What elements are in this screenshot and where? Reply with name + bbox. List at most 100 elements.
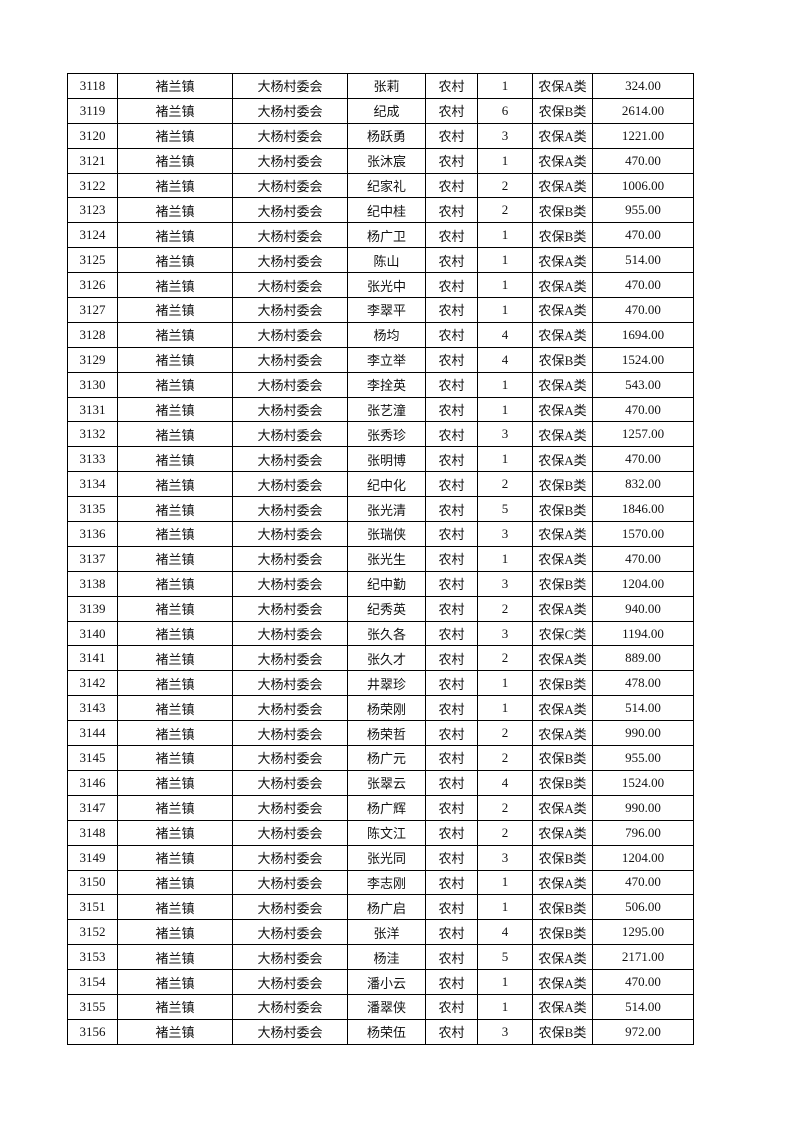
table-row: 3152 褚兰镇 大杨村委会 张洋 农村 4 农保B类 1295.00 bbox=[67, 919, 694, 946]
name-cell: 杨均 bbox=[347, 321, 426, 348]
village-cell: 大杨村委会 bbox=[232, 97, 348, 124]
name-cell: 张洋 bbox=[347, 919, 426, 946]
town-cell: 褚兰镇 bbox=[117, 993, 233, 1020]
household-type-cell: 农村 bbox=[425, 1018, 478, 1045]
category-cell: 农保B类 bbox=[532, 222, 593, 249]
village-cell: 大杨村委会 bbox=[232, 595, 348, 622]
category-cell: 农保A类 bbox=[532, 993, 593, 1020]
table-row: 3134 褚兰镇 大杨村委会 纪中化 农村 2 农保B类 832.00 bbox=[67, 471, 694, 498]
household-type-cell: 农村 bbox=[425, 819, 478, 846]
table-row: 3118 褚兰镇 大杨村委会 张莉 农村 1 农保A类 324.00 bbox=[67, 73, 694, 99]
village-cell: 大杨村委会 bbox=[232, 297, 348, 323]
town-cell: 褚兰镇 bbox=[117, 371, 233, 398]
village-cell: 大杨村委会 bbox=[232, 745, 348, 771]
household-type-cell: 农村 bbox=[425, 869, 478, 896]
category-cell: 农保B类 bbox=[532, 745, 593, 771]
table-row: 3121 褚兰镇 大杨村委会 张沐宸 农村 1 农保A类 470.00 bbox=[67, 147, 694, 174]
name-cell: 张光中 bbox=[347, 272, 426, 299]
amount-cell: 324.00 bbox=[592, 73, 694, 99]
table-row: 3120 褚兰镇 大杨村委会 杨跃勇 农村 3 农保A类 1221.00 bbox=[67, 122, 694, 149]
name-cell: 张久才 bbox=[347, 645, 426, 672]
household-type-cell: 农村 bbox=[425, 421, 478, 448]
village-cell: 大杨村委会 bbox=[232, 720, 348, 747]
town-cell: 褚兰镇 bbox=[117, 670, 233, 697]
village-cell: 大杨村委会 bbox=[232, 1018, 348, 1045]
household-type-cell: 农村 bbox=[425, 969, 478, 995]
member-count-cell: 3 bbox=[477, 122, 533, 149]
town-cell: 褚兰镇 bbox=[117, 97, 233, 124]
village-cell: 大杨村委会 bbox=[232, 869, 348, 896]
table-row: 3123 褚兰镇 大杨村委会 纪中桂 农村 2 农保B类 955.00 bbox=[67, 197, 694, 224]
name-cell: 陈文江 bbox=[347, 819, 426, 846]
category-cell: 农保B类 bbox=[532, 197, 593, 224]
row-number-cell: 3154 bbox=[67, 969, 118, 995]
member-count-cell: 1 bbox=[477, 545, 533, 572]
table-row: 3144 褚兰镇 大杨村委会 杨荣哲 农村 2 农保A类 990.00 bbox=[67, 720, 694, 747]
name-cell: 杨广启 bbox=[347, 894, 426, 921]
table-row: 3119 褚兰镇 大杨村委会 纪成 农村 6 农保B类 2614.00 bbox=[67, 97, 694, 124]
member-count-cell: 1 bbox=[477, 222, 533, 249]
table-row: 3140 褚兰镇 大杨村委会 张久各 农村 3 农保C类 1194.00 bbox=[67, 620, 694, 647]
member-count-cell: 1 bbox=[477, 869, 533, 896]
town-cell: 褚兰镇 bbox=[117, 471, 233, 498]
table-row: 3143 褚兰镇 大杨村委会 杨荣刚 农村 1 农保A类 514.00 bbox=[67, 695, 694, 722]
town-cell: 褚兰镇 bbox=[117, 545, 233, 572]
amount-cell: 470.00 bbox=[592, 222, 694, 249]
amount-cell: 470.00 bbox=[592, 545, 694, 572]
category-cell: 农保A类 bbox=[532, 172, 593, 199]
amount-cell: 1524.00 bbox=[592, 769, 694, 796]
household-type-cell: 农村 bbox=[425, 769, 478, 796]
member-count-cell: 3 bbox=[477, 1018, 533, 1045]
name-cell: 纪秀英 bbox=[347, 595, 426, 622]
town-cell: 褚兰镇 bbox=[117, 272, 233, 299]
row-number-cell: 3134 bbox=[67, 471, 118, 498]
member-count-cell: 1 bbox=[477, 969, 533, 995]
table-row: 3137 褚兰镇 大杨村委会 张光生 农村 1 农保A类 470.00 bbox=[67, 545, 694, 572]
household-type-cell: 农村 bbox=[425, 122, 478, 149]
name-cell: 张瑞侠 bbox=[347, 521, 426, 547]
row-number-cell: 3135 bbox=[67, 496, 118, 523]
household-type-cell: 农村 bbox=[425, 471, 478, 498]
name-cell: 张光清 bbox=[347, 496, 426, 523]
amount-cell: 470.00 bbox=[592, 969, 694, 995]
amount-cell: 470.00 bbox=[592, 396, 694, 423]
row-number-cell: 3126 bbox=[67, 272, 118, 299]
village-cell: 大杨村委会 bbox=[232, 147, 348, 174]
name-cell: 李立举 bbox=[347, 346, 426, 373]
village-cell: 大杨村委会 bbox=[232, 620, 348, 647]
table-row: 3126 褚兰镇 大杨村委会 张光中 农村 1 农保A类 470.00 bbox=[67, 272, 694, 299]
row-number-cell: 3140 bbox=[67, 620, 118, 647]
village-cell: 大杨村委会 bbox=[232, 944, 348, 971]
amount-cell: 955.00 bbox=[592, 197, 694, 224]
village-cell: 大杨村委会 bbox=[232, 545, 348, 572]
household-type-cell: 农村 bbox=[425, 720, 478, 747]
household-type-cell: 农村 bbox=[425, 919, 478, 946]
row-number-cell: 3119 bbox=[67, 97, 118, 124]
village-cell: 大杨村委会 bbox=[232, 844, 348, 871]
row-number-cell: 3150 bbox=[67, 869, 118, 896]
household-type-cell: 农村 bbox=[425, 521, 478, 547]
household-type-cell: 农村 bbox=[425, 346, 478, 373]
table-row: 3122 褚兰镇 大杨村委会 纪家礼 农村 2 农保A类 1006.00 bbox=[67, 172, 694, 199]
household-type-cell: 农村 bbox=[425, 844, 478, 871]
name-cell: 杨广卫 bbox=[347, 222, 426, 249]
category-cell: 农保B类 bbox=[532, 471, 593, 498]
household-type-cell: 农村 bbox=[425, 645, 478, 672]
table-row: 3148 褚兰镇 大杨村委会 陈文江 农村 2 农保A类 796.00 bbox=[67, 819, 694, 846]
village-cell: 大杨村委会 bbox=[232, 421, 348, 448]
row-number-cell: 3136 bbox=[67, 521, 118, 547]
amount-cell: 1221.00 bbox=[592, 122, 694, 149]
member-count-cell: 2 bbox=[477, 645, 533, 672]
name-cell: 张明博 bbox=[347, 446, 426, 473]
category-cell: 农保A类 bbox=[532, 545, 593, 572]
town-cell: 褚兰镇 bbox=[117, 222, 233, 249]
village-cell: 大杨村委会 bbox=[232, 794, 348, 821]
member-count-cell: 1 bbox=[477, 73, 533, 99]
row-number-cell: 3152 bbox=[67, 919, 118, 946]
town-cell: 褚兰镇 bbox=[117, 396, 233, 423]
town-cell: 褚兰镇 bbox=[117, 919, 233, 946]
village-cell: 大杨村委会 bbox=[232, 570, 348, 597]
table-row: 3127 褚兰镇 大杨村委会 李翠平 农村 1 农保A类 470.00 bbox=[67, 297, 694, 323]
member-count-cell: 1 bbox=[477, 272, 533, 299]
amount-cell: 2614.00 bbox=[592, 97, 694, 124]
